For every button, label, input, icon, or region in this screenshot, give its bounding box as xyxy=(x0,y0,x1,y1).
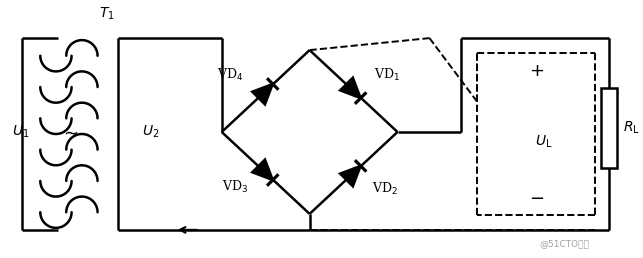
Text: $\mathregular{VD}_2$: $\mathregular{VD}_2$ xyxy=(372,181,397,197)
Text: $T_1$: $T_1$ xyxy=(99,5,114,22)
Text: $\sim$: $\sim$ xyxy=(60,123,78,141)
Polygon shape xyxy=(340,166,361,186)
Polygon shape xyxy=(252,84,273,104)
Text: −: − xyxy=(529,190,544,208)
Text: $\mathregular{VD}_4$: $\mathregular{VD}_4$ xyxy=(217,67,244,83)
Text: $R_\mathrm{L}$: $R_\mathrm{L}$ xyxy=(623,120,640,136)
Bar xyxy=(601,88,617,168)
Text: +: + xyxy=(529,62,544,80)
Text: $U_2$: $U_2$ xyxy=(142,124,159,140)
Polygon shape xyxy=(252,159,273,180)
Polygon shape xyxy=(340,78,361,98)
Text: $\mathregular{VD}_3$: $\mathregular{VD}_3$ xyxy=(222,179,248,195)
Text: $U_1$: $U_1$ xyxy=(12,124,30,140)
Text: $\mathregular{VD}_1$: $\mathregular{VD}_1$ xyxy=(374,67,399,83)
Text: $U_\mathrm{L}$: $U_\mathrm{L}$ xyxy=(534,134,552,150)
Text: @51CTO博客: @51CTO博客 xyxy=(539,239,589,248)
